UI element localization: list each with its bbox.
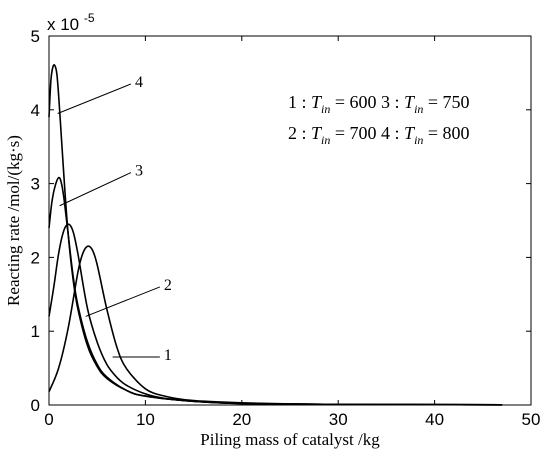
legend-subscript: in	[414, 133, 423, 147]
x-tick-label: 0	[44, 410, 53, 429]
curve-label-1: 1	[164, 347, 172, 364]
legend-line: 1 : Tin = 600 3 : Tin = 750	[288, 92, 470, 116]
x-tick-label: 30	[329, 410, 348, 429]
leader-line-4	[57, 83, 132, 114]
curve-label-4: 4	[135, 74, 143, 91]
y-tick-label: 1	[31, 322, 40, 341]
legend-subscript: in	[414, 102, 423, 116]
series-line-2	[48, 223, 503, 406]
y-axis-ticks: 0 1 2 3 4 5	[31, 27, 531, 415]
legend-curve-number: 1 :	[288, 92, 311, 112]
x-tick-label: 50	[522, 410, 541, 429]
legend: 1 : Tin = 600 3 : Tin = 750 2 : Tin = 700…	[288, 92, 470, 147]
series-layer	[48, 64, 503, 406]
legend-curve-number: 2 :	[288, 123, 311, 143]
legend-value: = 800	[423, 123, 469, 143]
legend-value: = 750	[423, 92, 469, 112]
legend-line: 2 : Tin = 700 4 : Tin = 800	[288, 123, 470, 147]
y-tick-label: 0	[31, 396, 40, 415]
legend-value: = 700	[330, 123, 376, 143]
legend-curve-number: 3 :	[377, 92, 405, 112]
x-axis-label: Piling mass of catalyst /kg	[200, 430, 380, 449]
y-axis-label: Reacting rate /mol/(kg·s)	[4, 135, 23, 306]
x-axis-ticks: 0 10 20 30 40 50	[44, 36, 540, 429]
series-line-4	[48, 64, 503, 406]
legend-subscript: in	[321, 102, 330, 116]
legend-value: = 600	[330, 92, 376, 112]
series-line-1	[48, 245, 503, 406]
y-tick-label: 4	[31, 101, 40, 120]
y-multiplier-exponent: -5	[84, 11, 95, 25]
legend-subscript: in	[321, 133, 330, 147]
legend-variable: T	[404, 123, 416, 143]
curve-label-3: 3	[135, 163, 143, 180]
legend-curve-number: 4 :	[377, 123, 405, 143]
y-tick-label: 5	[31, 27, 40, 46]
x-tick-label: 10	[136, 410, 155, 429]
series-line-3	[48, 176, 503, 406]
y-multiplier-base: x 10	[47, 15, 79, 34]
legend-variable: T	[311, 123, 323, 143]
legend-variable: T	[311, 92, 323, 112]
curve-label-2: 2	[164, 277, 172, 294]
y-tick-label: 2	[31, 248, 40, 267]
leader-line-3	[59, 172, 132, 207]
annotation-layer: 4 3 2 1	[57, 74, 172, 364]
y-axis-multiplier: x 10 -5	[47, 11, 95, 34]
leader-line-2	[85, 286, 161, 317]
y-tick-label: 3	[31, 175, 40, 194]
legend-variable: T	[404, 92, 416, 112]
x-tick-label: 20	[232, 410, 251, 429]
x-tick-label: 40	[425, 410, 444, 429]
